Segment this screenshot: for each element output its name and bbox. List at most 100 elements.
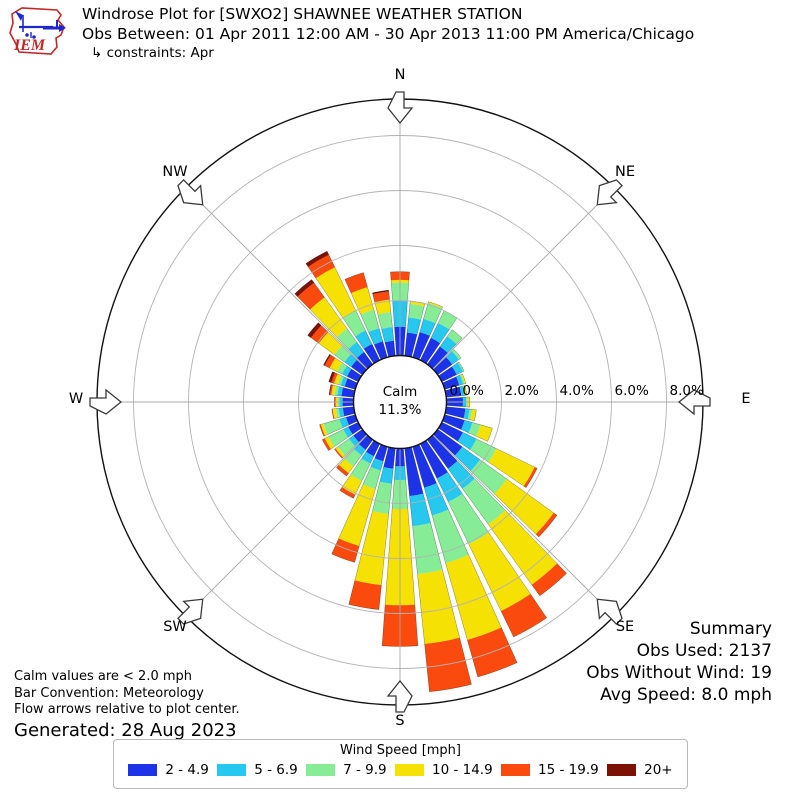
wind-bar-segment: [461, 373, 466, 384]
wind-bar: [442, 414, 493, 442]
flow-arrow: [177, 179, 204, 206]
wind-bar-segment: [488, 510, 558, 585]
wind-bar-segment: [323, 419, 343, 435]
legend-label: 20+: [644, 762, 673, 778]
legend-label: 7 - 9.9: [343, 762, 387, 778]
wind-bar: [404, 446, 472, 693]
wind-bar: [339, 440, 381, 499]
wind-bar-segment: [363, 344, 380, 364]
wind-bar-segment: [337, 386, 343, 397]
wind-bar-segment: [342, 406, 355, 417]
flow-arrow: [596, 598, 623, 625]
legend-swatch-5: [607, 764, 637, 776]
wind-bar-segment: [404, 332, 418, 357]
calm-word: Calm: [382, 384, 418, 400]
wind-bar-segment: [340, 376, 348, 387]
calm-label: Calm 11.3%: [340, 384, 460, 419]
wind-bar-segment: [351, 359, 367, 375]
legend-items: 2 - 4.9 5 - 6.9 7 - 9.9 10 - 14.9 15 - 19.9 2…: [114, 762, 687, 778]
wind-bar-segment: [531, 563, 567, 596]
wind-speed-legend: Wind Speed [mph] 2 - 4.9 5 - 6.9 7 - 9.9 10…: [113, 739, 688, 789]
wind-bar-segment: [446, 351, 459, 365]
wind-bar-segment: [412, 523, 443, 575]
wind-bar-segment: [307, 322, 322, 338]
wind-bar-segment: [407, 317, 421, 335]
wind-bar: [348, 446, 396, 610]
wind-bar-segment: [336, 464, 349, 477]
wind-bar-segment: [310, 297, 348, 338]
flow-arrow: [386, 679, 413, 713]
legend-label: 5 - 6.9: [254, 762, 298, 778]
polar-grid: [97, 99, 703, 705]
wind-bar-segment: [335, 408, 341, 418]
wind-bar-segment: [348, 422, 362, 435]
legend-swatch-4: [501, 764, 531, 776]
legend-item: 5 - 6.9: [217, 762, 298, 778]
wind-bar-segment: [346, 368, 362, 382]
wind-bar: [438, 361, 465, 383]
wind-bar-segment: [331, 385, 337, 396]
wind-bar-segment: [448, 493, 489, 545]
wind-bar-segment: [334, 448, 344, 459]
wind-bar-segment: [427, 346, 448, 369]
wind-bar-segment: [384, 340, 396, 357]
calm-circle: [352, 354, 448, 450]
wind-bar-segment: [424, 483, 449, 516]
wind-bars: [294, 250, 567, 693]
wind-bar-segment: [459, 374, 465, 385]
summary-obs-without-wind: Obs Without Wind: 19: [586, 663, 772, 683]
iem-logo: IEM: [7, 3, 71, 65]
wind-bar-segment: [355, 330, 372, 349]
wind-bar-segment: [420, 337, 441, 364]
wind-bar-segment: [408, 303, 425, 320]
wind-bar-segment: [409, 493, 431, 527]
wind-bar-segment: [461, 420, 473, 433]
wind-bar-segment: [455, 446, 481, 471]
wind-bar-segment: [328, 429, 348, 447]
wind-bar: [331, 406, 356, 420]
wind-bar-segment: [341, 387, 355, 398]
summary-block: Summary Obs Used: 2137 Obs Without Wind:…: [586, 618, 772, 706]
wind-bar-segment: [379, 467, 394, 484]
legend-item: 10 - 14.9: [394, 762, 493, 778]
wind-bar-segment: [328, 371, 336, 383]
wind-bar-segment: [438, 366, 457, 382]
summary-obs-used: Obs Used: 2137: [636, 641, 772, 661]
wind-bar-segment: [433, 429, 463, 456]
legend-item: 2 - 4.9: [128, 762, 209, 778]
wind-bar: [412, 301, 444, 360]
wind-bar: [328, 384, 356, 398]
wind-bar-segment: [452, 349, 462, 360]
wind-bar: [307, 322, 367, 376]
grid-spoke: [432, 187, 615, 370]
wind-bar-segment: [368, 328, 383, 345]
wind-bar-segment: [420, 440, 448, 479]
wind-bar-segment: [470, 459, 507, 494]
wind-bar-segment: [404, 447, 424, 497]
wind-bar: [344, 272, 388, 360]
wind-bar-segment: [343, 427, 353, 438]
wind-bar: [419, 440, 548, 638]
wind-bar-segment: [319, 424, 325, 437]
wind-bar-segment: [535, 512, 558, 537]
wind-bar-segment: [448, 460, 475, 489]
wind-bar-segment: [324, 354, 336, 368]
wind-bar-segment: [467, 409, 473, 420]
wind-bar: [334, 428, 367, 459]
iem-logo-icon: IEM: [9, 7, 66, 55]
legend-label: 15 - 19.9: [538, 762, 599, 778]
wind-bar-segment: [320, 423, 328, 436]
iem-logo-text: IEM: [13, 37, 46, 54]
wind-bar-segment: [331, 408, 335, 419]
wind-bar-segment: [462, 385, 466, 396]
wind-bar-segment: [297, 282, 325, 310]
wind-bar-segment: [468, 422, 481, 437]
grid-spoke: [185, 434, 368, 617]
wind-bar-segment: [338, 484, 376, 546]
wind-bar-segment: [357, 352, 373, 369]
legend-label: 10 - 14.9: [431, 762, 493, 778]
wind-bar-segment: [428, 301, 443, 309]
wind-bar-segment: [463, 385, 467, 396]
wind-bar-segment: [412, 444, 437, 488]
wind-bar-segment: [361, 451, 374, 464]
